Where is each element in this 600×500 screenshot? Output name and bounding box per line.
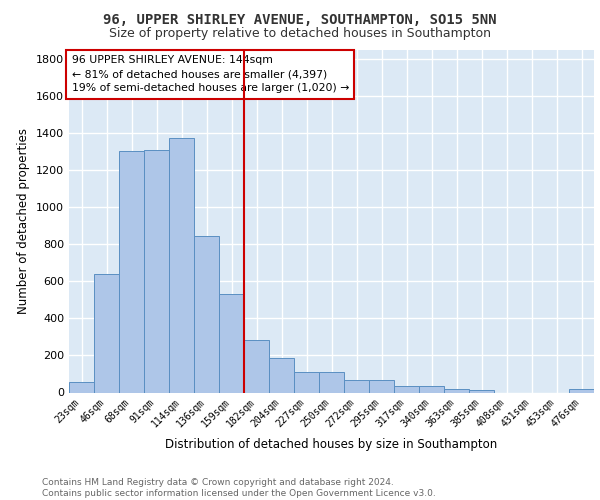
Bar	[119, 151, 144, 392]
Bar	[69, 382, 94, 392]
Text: 96 UPPER SHIRLEY AVENUE: 144sqm
← 81% of detached houses are smaller (4,397)
19%: 96 UPPER SHIRLEY AVENUE: 144sqm ← 81% of…	[71, 55, 349, 93]
Bar	[344, 380, 369, 392]
Bar	[269, 358, 294, 392]
Bar	[294, 372, 319, 392]
Bar	[394, 386, 419, 392]
Bar	[419, 386, 444, 392]
Bar	[169, 138, 194, 392]
Bar	[94, 274, 119, 392]
Bar	[319, 372, 344, 392]
Bar	[469, 390, 494, 392]
Bar	[244, 340, 269, 392]
Text: Size of property relative to detached houses in Southampton: Size of property relative to detached ho…	[109, 28, 491, 40]
Text: 96, UPPER SHIRLEY AVENUE, SOUTHAMPTON, SO15 5NN: 96, UPPER SHIRLEY AVENUE, SOUTHAMPTON, S…	[103, 12, 497, 26]
Bar	[444, 389, 469, 392]
Text: Contains HM Land Registry data © Crown copyright and database right 2024.
Contai: Contains HM Land Registry data © Crown c…	[42, 478, 436, 498]
X-axis label: Distribution of detached houses by size in Southampton: Distribution of detached houses by size …	[166, 438, 497, 450]
Bar	[194, 236, 219, 392]
Bar	[219, 294, 244, 392]
Bar	[569, 389, 594, 392]
Y-axis label: Number of detached properties: Number of detached properties	[17, 128, 31, 314]
Bar	[144, 150, 169, 392]
Bar	[369, 380, 394, 392]
